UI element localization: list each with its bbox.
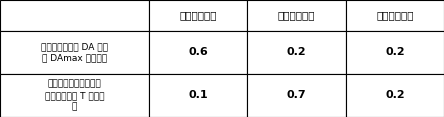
Text: 第一采样区间: 第一采样区间 [179,11,217,20]
Text: 0.6: 0.6 [188,47,208,57]
Bar [0,31,149,74]
Text: 第二采样区间: 第二采样区间 [278,11,315,20]
Bar [247,0,346,31]
Text: 0.2: 0.2 [287,47,306,57]
Bar [0,74,149,117]
Text: 每一采样区间测试时间
占总测试时间 T 的百分
比: 每一采样区间测试时间 占总测试时间 T 的百分 比 [44,80,104,111]
Bar [346,31,444,74]
Bar [149,74,247,117]
Text: 0.1: 0.1 [188,90,208,100]
Text: 第三采样区间: 第三采样区间 [377,11,414,20]
Bar [0,0,149,31]
Text: 0.2: 0.2 [385,90,405,100]
Bar [149,31,247,74]
Text: 0.7: 0.7 [287,90,306,100]
Bar [247,74,346,117]
Bar [346,74,444,117]
Bar [149,0,247,31]
Bar [247,31,346,74]
Text: 每一采样区间的 DA 范围
占 DAmax 的百分比: 每一采样区间的 DA 范围 占 DAmax 的百分比 [41,42,108,62]
Text: 0.2: 0.2 [385,47,405,57]
Bar [346,0,444,31]
